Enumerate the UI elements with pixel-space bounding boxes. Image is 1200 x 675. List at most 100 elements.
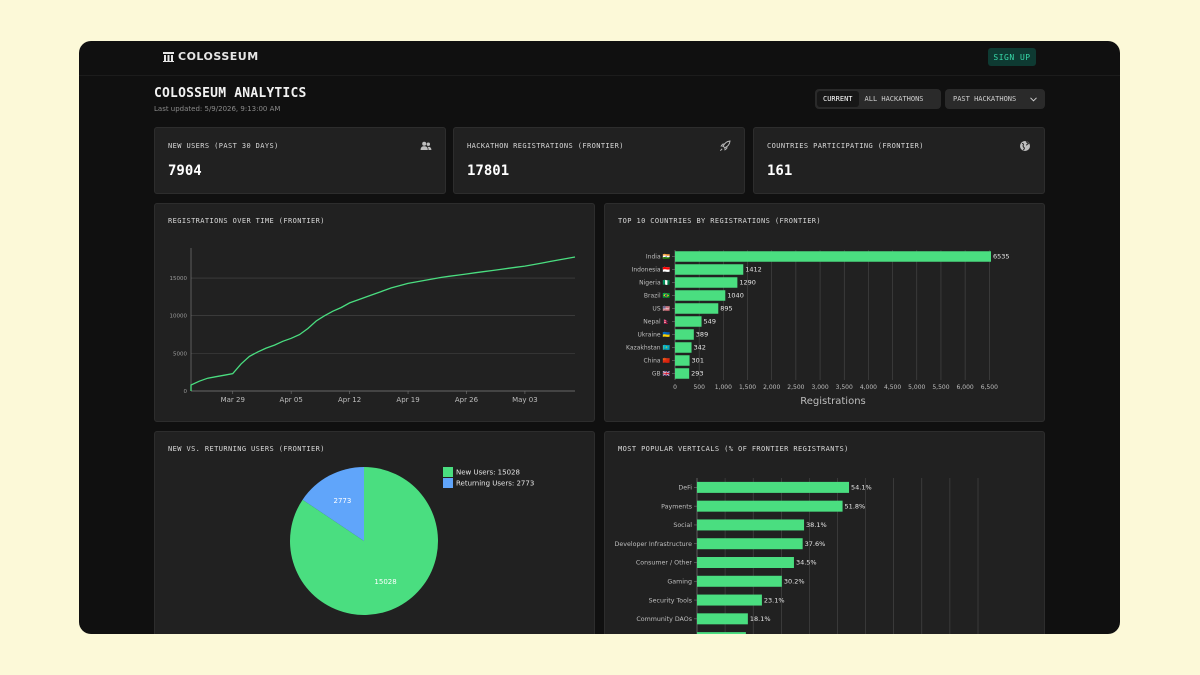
category-label: Security Tools: [649, 597, 692, 604]
legend-label: New Users: 15028: [456, 469, 520, 477]
y-tick-label: 0: [184, 389, 188, 395]
legend-swatch: [443, 478, 453, 488]
y-tick-label: 10000: [170, 314, 188, 320]
registrations-over-time-card: REGISTRATIONS OVER TIME (FRONTIER) 0 5000…: [154, 203, 595, 422]
x-tick-label: 3,000: [811, 384, 828, 391]
bar: [675, 251, 991, 262]
bar: [697, 481, 850, 493]
x-tick-label: 5,500: [932, 384, 949, 391]
chart-title: TOP 10 COUNTRIES BY REGISTRATIONS (FRONT…: [618, 217, 822, 225]
chart-title: NEW VS. RETURNING USERS (FRONTIER): [168, 445, 325, 453]
bar: [675, 342, 692, 353]
x-tick-label: 6,500: [981, 384, 998, 391]
y-tick-label: 15000: [170, 276, 188, 282]
slice-label: 2773: [334, 497, 352, 505]
stat-value: 7904: [168, 163, 202, 179]
value-label: 6535: [993, 253, 1010, 261]
category-label: DeFi: [678, 485, 692, 492]
bar: [675, 316, 702, 327]
brand-logo[interactable]: COLOSSEUM: [163, 50, 259, 63]
brand-name: COLOSSEUM: [178, 50, 259, 63]
x-tick-label: 4,500: [884, 384, 901, 391]
legend-label: Returning Users: 2773: [456, 480, 534, 488]
page-title: COLOSSEUM ANALYTICS: [154, 86, 307, 101]
x-tick-label: 6,000: [957, 384, 974, 391]
top-countries-card: TOP 10 COUNTRIES BY REGISTRATIONS (FRONT…: [604, 203, 1045, 422]
value-label: 37.6%: [805, 540, 826, 548]
value-label: 23.1%: [764, 596, 785, 604]
past-hackathons-label: PAST HACKATHONS: [953, 95, 1017, 103]
users-icon: [420, 141, 432, 150]
rocket-icon: [719, 140, 731, 152]
x-tick-label: Mar 29: [221, 396, 245, 404]
bar: [697, 613, 748, 625]
chevron-down-icon: [1030, 96, 1037, 102]
category-label: Ukraine 🇺🇦: [637, 331, 670, 339]
bar: [675, 329, 694, 340]
bar: [675, 264, 744, 275]
bar: [697, 594, 762, 606]
category-label: Developer Infrastructure: [615, 541, 693, 548]
bar: [697, 557, 794, 568]
x-axis-label: Registrations: [800, 396, 866, 407]
registrations-line: [190, 256, 576, 391]
x-tick-label: 4,000: [860, 384, 877, 391]
category-label: US 🇺🇸: [652, 305, 670, 313]
past-hackathons-dropdown[interactable]: PAST HACKATHONS: [945, 89, 1045, 109]
category-label: Gaming: [667, 578, 692, 585]
value-label: 342: [694, 344, 706, 352]
sign-up-button[interactable]: SIGN UP: [988, 48, 1036, 66]
value-label: 1040: [727, 292, 744, 300]
chart-title: REGISTRATIONS OVER TIME (FRONTIER): [168, 217, 325, 225]
bar: [675, 355, 690, 366]
value-label: 34.5%: [796, 559, 817, 567]
stat-label: COUNTRIES PARTICIPATING (FRONTIER): [767, 142, 924, 150]
category-label: Nepal 🇳🇵: [643, 319, 670, 326]
registrations-line-chart: 0 5000 10000 15000 Mar 29 Apr 05 Apr 12 Apr 19 A…: [170, 248, 576, 404]
chart-title: MOST POPULAR VERTICALS (% OF FRONTIER RE…: [618, 445, 849, 453]
app-window: COLOSSEUM SIGN UP COLOSSEUM ANALYTICS La…: [79, 41, 1120, 634]
bar: [697, 632, 746, 634]
category-label: Payments: [661, 503, 692, 510]
category-label: GB 🇬🇧: [652, 370, 671, 378]
bar: [675, 290, 726, 301]
category-label: Social: [673, 522, 692, 529]
bar: [697, 519, 805, 531]
x-tick-label: 3,500: [836, 384, 853, 391]
bar: [697, 575, 782, 587]
value-label: 1412: [745, 266, 762, 274]
category-label: China 🇨🇳: [643, 357, 670, 365]
x-tick-label: 1,000: [715, 384, 732, 391]
x-tick-label: 5,000: [908, 384, 925, 391]
value-label: 549: [704, 318, 716, 326]
x-tick-label: 0: [673, 384, 677, 391]
category-label: Kazakhstan 🇰🇿: [626, 344, 670, 352]
popular-verticals-card: MOST POPULAR VERTICALS (% OF FRONTIER RE…: [604, 431, 1045, 634]
value-label: 38.1%: [806, 521, 827, 529]
stat-card-new-users: NEW USERS (PAST 30 DAYS) 7904: [154, 127, 446, 194]
stat-label: NEW USERS (PAST 30 DAYS): [168, 142, 279, 150]
globe-icon: [1020, 141, 1030, 151]
x-tick-label: Apr 26: [455, 396, 479, 404]
category-label: Community DAOs: [636, 616, 692, 623]
x-tick-label: 1,500: [739, 384, 756, 391]
value-label: 51.8%: [845, 502, 866, 510]
value-label: 389: [696, 331, 708, 339]
new-vs-returning-pie-chart: 15028 2773 New Users: 15028 Returning Users…: [290, 467, 534, 615]
stat-card-registrations: HACKATHON REGISTRATIONS (FRONTIER) 17801: [453, 127, 745, 194]
category-label: Brazil 🇧🇷: [644, 292, 671, 300]
view-toggle: CURRENT ALL HACKATHONS: [815, 89, 941, 109]
popular-verticals-bar-chart: 0%10%20%30%40%50%60%70%80%90%100%DeFi54.…: [615, 478, 979, 634]
new-vs-returning-card: NEW VS. RETURNING USERS (FRONTIER) 15028…: [154, 431, 595, 634]
bar: [697, 538, 803, 550]
slice-label: 15028: [374, 578, 396, 586]
tab-all-hackathons[interactable]: ALL HACKATHONS: [859, 91, 930, 107]
x-tick-label: 2,500: [787, 384, 804, 391]
pie-slice: [302, 467, 364, 541]
colosseum-logo-icon: [163, 51, 174, 62]
value-label: 1290: [739, 279, 756, 287]
top-countries-bar-chart: 0 500 1,000 1,500 2,000 2,500 3,000 3,500 4,000 4…: [626, 250, 1010, 407]
x-tick-label: Apr 12: [338, 396, 361, 404]
value-label: 293: [691, 370, 703, 378]
tab-current[interactable]: CURRENT: [817, 91, 859, 107]
